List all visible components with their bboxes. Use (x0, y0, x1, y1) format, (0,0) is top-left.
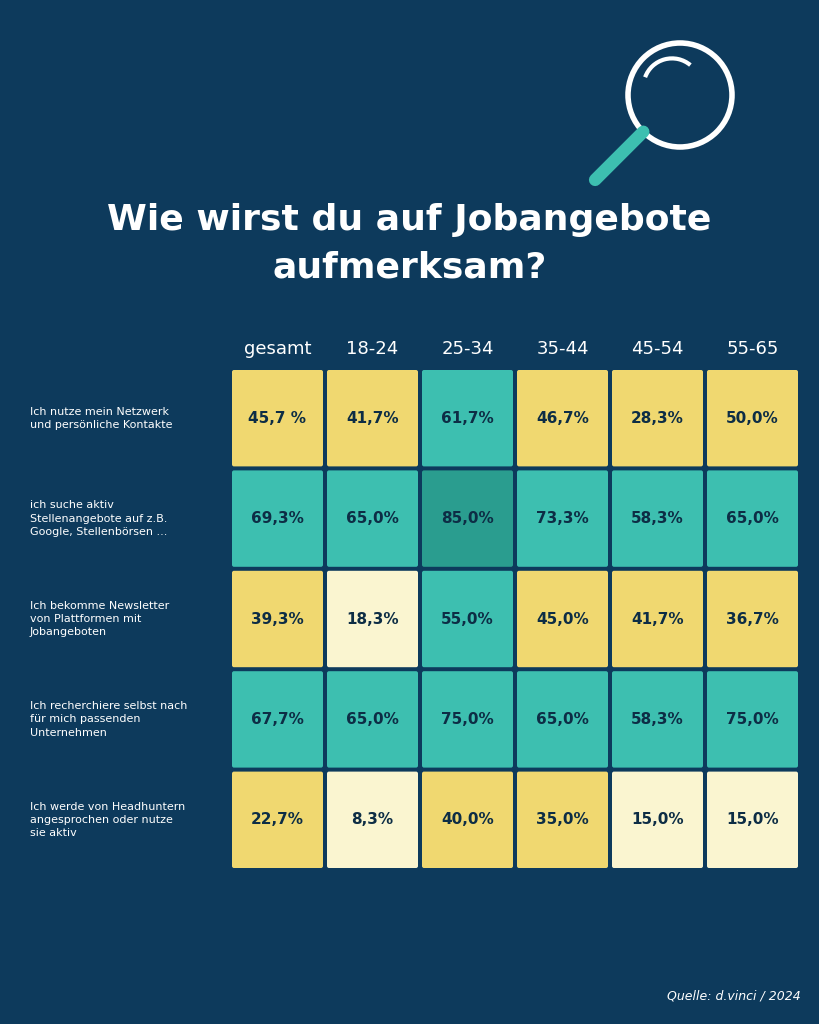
FancyBboxPatch shape (327, 470, 418, 567)
Text: 45-54: 45-54 (631, 340, 684, 358)
FancyBboxPatch shape (612, 370, 703, 466)
FancyBboxPatch shape (422, 570, 513, 668)
Text: 58,3%: 58,3% (631, 511, 684, 526)
FancyBboxPatch shape (707, 671, 798, 768)
Text: 73,3%: 73,3% (536, 511, 589, 526)
Text: Ich nutze mein Netzwerk
und persönliche Kontakte: Ich nutze mein Netzwerk und persönliche … (30, 407, 173, 430)
FancyBboxPatch shape (327, 671, 418, 768)
FancyBboxPatch shape (422, 671, 513, 768)
Text: 15,0%: 15,0% (726, 812, 779, 827)
Text: 45,7 %: 45,7 % (248, 411, 306, 426)
Text: 35-44: 35-44 (536, 340, 589, 358)
Text: 18,3%: 18,3% (346, 611, 399, 627)
FancyBboxPatch shape (612, 772, 703, 868)
FancyBboxPatch shape (707, 370, 798, 466)
FancyBboxPatch shape (232, 671, 323, 768)
Text: 41,7%: 41,7% (346, 411, 399, 426)
FancyBboxPatch shape (517, 570, 608, 668)
Text: 46,7%: 46,7% (536, 411, 589, 426)
Text: 28,3%: 28,3% (631, 411, 684, 426)
Text: 69,3%: 69,3% (251, 511, 304, 526)
FancyBboxPatch shape (517, 772, 608, 868)
Text: 65,0%: 65,0% (536, 712, 589, 727)
Text: 39,3%: 39,3% (251, 611, 304, 627)
Text: 18-24: 18-24 (346, 340, 399, 358)
FancyBboxPatch shape (707, 470, 798, 567)
FancyBboxPatch shape (422, 370, 513, 466)
Text: Quelle: d.vinci / 2024: Quelle: d.vinci / 2024 (667, 989, 801, 1002)
FancyBboxPatch shape (422, 470, 513, 567)
Text: 35,0%: 35,0% (536, 812, 589, 827)
Text: 67,7%: 67,7% (251, 712, 304, 727)
FancyBboxPatch shape (517, 470, 608, 567)
Text: 85,0%: 85,0% (441, 511, 494, 526)
FancyBboxPatch shape (612, 671, 703, 768)
FancyBboxPatch shape (517, 370, 608, 466)
Text: 22,7%: 22,7% (251, 812, 304, 827)
Text: 65,0%: 65,0% (346, 712, 399, 727)
FancyBboxPatch shape (707, 570, 798, 668)
FancyBboxPatch shape (232, 470, 323, 567)
FancyBboxPatch shape (327, 570, 418, 668)
Text: 45,0%: 45,0% (536, 611, 589, 627)
Text: 15,0%: 15,0% (631, 812, 684, 827)
Text: 8,3%: 8,3% (351, 812, 394, 827)
Text: 65,0%: 65,0% (726, 511, 779, 526)
Text: Ich recherchiere selbst nach
für mich passenden
Unternehmen: Ich recherchiere selbst nach für mich pa… (30, 701, 188, 737)
FancyBboxPatch shape (612, 570, 703, 668)
Text: Ich werde von Headhuntern
angesprochen oder nutze
sie aktiv: Ich werde von Headhuntern angesprochen o… (30, 802, 185, 838)
Text: 65,0%: 65,0% (346, 511, 399, 526)
FancyBboxPatch shape (612, 470, 703, 567)
Text: 40,0%: 40,0% (441, 812, 494, 827)
FancyBboxPatch shape (232, 772, 323, 868)
Text: 36,7%: 36,7% (726, 611, 779, 627)
Text: 75,0%: 75,0% (726, 712, 779, 727)
Text: 58,3%: 58,3% (631, 712, 684, 727)
Text: 41,7%: 41,7% (631, 611, 684, 627)
Text: Wie wirst du auf Jobangebote: Wie wirst du auf Jobangebote (107, 203, 712, 237)
Text: 55-65: 55-65 (726, 340, 779, 358)
FancyBboxPatch shape (517, 671, 608, 768)
Text: aufmerksam?: aufmerksam? (272, 251, 547, 285)
FancyBboxPatch shape (232, 370, 323, 466)
Text: 75,0%: 75,0% (441, 712, 494, 727)
Text: Ich bekomme Newsletter
von Plattformen mit
Jobangeboten: Ich bekomme Newsletter von Plattformen m… (30, 601, 170, 637)
Text: 61,7%: 61,7% (441, 411, 494, 426)
FancyBboxPatch shape (327, 772, 418, 868)
FancyBboxPatch shape (232, 570, 323, 668)
Text: 50,0%: 50,0% (726, 411, 779, 426)
Text: 55,0%: 55,0% (441, 611, 494, 627)
FancyBboxPatch shape (422, 772, 513, 868)
FancyBboxPatch shape (707, 772, 798, 868)
Text: gesamt: gesamt (244, 340, 311, 358)
FancyBboxPatch shape (327, 370, 418, 466)
Text: ich suche aktiv
Stellenangebote auf z.B.
Google, Stellenbörsen ...: ich suche aktiv Stellenangebote auf z.B.… (30, 501, 167, 537)
Text: 25-34: 25-34 (441, 340, 494, 358)
